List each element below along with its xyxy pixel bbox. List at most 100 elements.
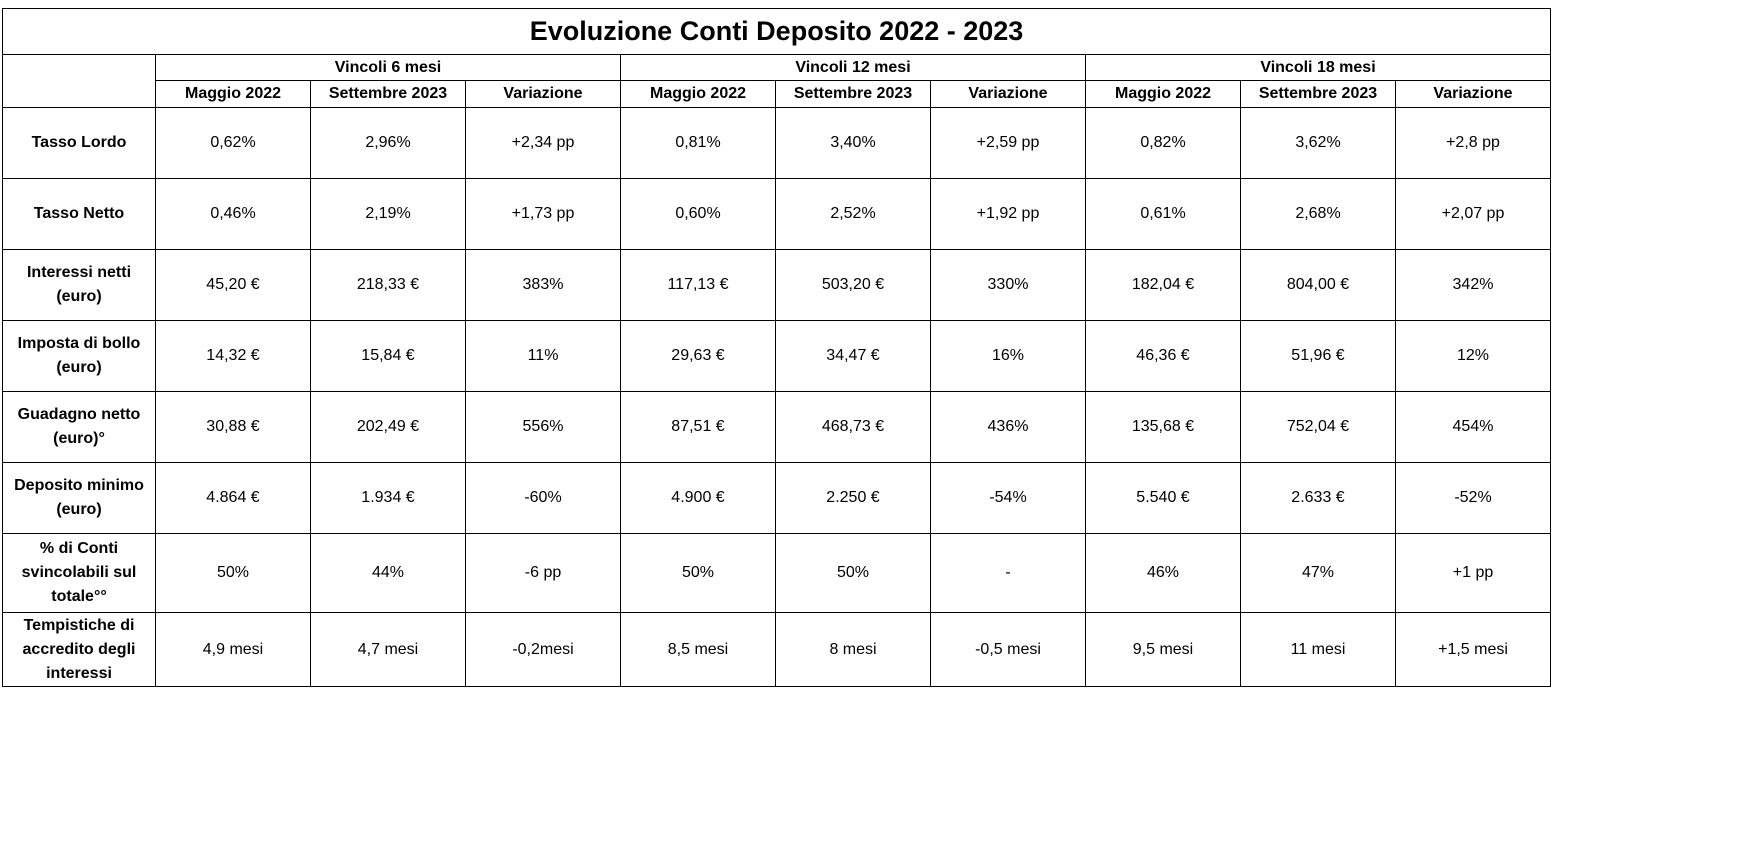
data-cell: -52%: [1395, 462, 1551, 534]
data-cell: 4.864 €: [155, 462, 311, 534]
data-cell: 2,96%: [310, 107, 466, 179]
data-cell: 454%: [1395, 391, 1551, 463]
data-cell: 0,62%: [155, 107, 311, 179]
data-cell: 46,36 €: [1085, 320, 1241, 392]
data-cell: -6 pp: [465, 533, 621, 613]
data-cell: +1,92 pp: [930, 178, 1086, 250]
data-cell: 117,13 €: [620, 249, 776, 321]
data-cell: 3,62%: [1240, 107, 1396, 179]
table-row: % di Conti svincolabili sul totale°° 50%…: [2, 533, 1551, 613]
table-row: Interessi netti (euro) 45,20 € 218,33 € …: [2, 249, 1551, 321]
data-cell: 45,20 €: [155, 249, 311, 321]
data-cell: 29,63 €: [620, 320, 776, 392]
data-cell: 50%: [775, 533, 931, 613]
table-row: Guadagno netto (euro)° 30,88 € 202,49 € …: [2, 391, 1551, 463]
data-cell: 34,47 €: [775, 320, 931, 392]
data-cell: 436%: [930, 391, 1086, 463]
data-cell: 342%: [1395, 249, 1551, 321]
table-row: Deposito minimo (euro) 4.864 € 1.934 € -…: [2, 462, 1551, 534]
row-label: Tempistiche di accredito degli interessi: [2, 612, 156, 687]
data-cell: 11 mesi: [1240, 612, 1396, 687]
data-cell: +2,59 pp: [930, 107, 1086, 179]
column-header-settembre-2023: Settembre 2023: [310, 80, 466, 108]
row-label: % di Conti svincolabili sul totale°°: [2, 533, 156, 613]
data-cell: +2,34 pp: [465, 107, 621, 179]
data-cell: 8 mesi: [775, 612, 931, 687]
data-cell: 2,19%: [310, 178, 466, 250]
data-cell: 0,81%: [620, 107, 776, 179]
data-cell: 804,00 €: [1240, 249, 1396, 321]
data-cell: 30,88 €: [155, 391, 311, 463]
data-cell: 1.934 €: [310, 462, 466, 534]
data-cell: 468,73 €: [775, 391, 931, 463]
data-cell: -0,2mesi: [465, 612, 621, 687]
column-header-settembre-2023: Settembre 2023: [775, 80, 931, 108]
data-cell: 87,51 €: [620, 391, 776, 463]
column-header-variazione: Variazione: [930, 80, 1086, 108]
column-header-variazione: Variazione: [1395, 80, 1551, 108]
data-cell: 51,96 €: [1240, 320, 1396, 392]
data-cell: 3,40%: [775, 107, 931, 179]
data-cell: 4,7 mesi: [310, 612, 466, 687]
data-cell: 50%: [620, 533, 776, 613]
row-label: Tasso Netto: [2, 178, 156, 250]
data-cell: 752,04 €: [1240, 391, 1396, 463]
column-header-maggio-2022: Maggio 2022: [155, 80, 311, 108]
data-cell: 2,68%: [1240, 178, 1396, 250]
data-cell: 135,68 €: [1085, 391, 1241, 463]
row-label: Guadagno netto (euro)°: [2, 391, 156, 463]
data-cell: 202,49 €: [310, 391, 466, 463]
data-cell: 15,84 €: [310, 320, 466, 392]
table-row: Imposta di bollo (euro) 14,32 € 15,84 € …: [2, 320, 1551, 392]
data-cell: +1,73 pp: [465, 178, 621, 250]
data-cell: 503,20 €: [775, 249, 931, 321]
data-cell: 218,33 €: [310, 249, 466, 321]
column-header-settembre-2023: Settembre 2023: [1240, 80, 1396, 108]
data-cell: 330%: [930, 249, 1086, 321]
corner-cell: [2, 54, 156, 108]
data-cell: 5.540 €: [1085, 462, 1241, 534]
data-cell: +1,5 mesi: [1395, 612, 1551, 687]
row-label: Tasso Lordo: [2, 107, 156, 179]
row-label: Interessi netti (euro): [2, 249, 156, 321]
column-header-variazione: Variazione: [465, 80, 621, 108]
data-cell: 9,5 mesi: [1085, 612, 1241, 687]
data-cell: 46%: [1085, 533, 1241, 613]
data-cell: 182,04 €: [1085, 249, 1241, 321]
data-cell: -54%: [930, 462, 1086, 534]
data-cell: 8,5 mesi: [620, 612, 776, 687]
data-cell: 14,32 €: [155, 320, 311, 392]
column-header-maggio-2022: Maggio 2022: [620, 80, 776, 108]
data-cell: +2,07 pp: [1395, 178, 1551, 250]
data-cell: -60%: [465, 462, 621, 534]
column-header-maggio-2022: Maggio 2022: [1085, 80, 1241, 108]
data-cell: +1 pp: [1395, 533, 1551, 613]
data-cell: 0,46%: [155, 178, 311, 250]
group-header-6-mesi: Vincoli 6 mesi: [155, 54, 621, 81]
data-cell: -: [930, 533, 1086, 613]
group-header-18-mesi: Vincoli 18 mesi: [1085, 54, 1551, 81]
page: Evoluzione Conti Deposito 2022 - 2023 Vi…: [2, 8, 1551, 687]
data-cell: 16%: [930, 320, 1086, 392]
data-cell: 11%: [465, 320, 621, 392]
data-cell: 556%: [465, 391, 621, 463]
group-header-12-mesi: Vincoli 12 mesi: [620, 54, 1086, 81]
row-label: Imposta di bollo (euro): [2, 320, 156, 392]
data-cell: 47%: [1240, 533, 1396, 613]
data-cell: 0,60%: [620, 178, 776, 250]
data-cell: 2.250 €: [775, 462, 931, 534]
table-row: Tempistiche di accredito degli interessi…: [2, 612, 1551, 687]
page-title: Evoluzione Conti Deposito 2022 - 2023: [2, 8, 1551, 55]
data-cell: 4,9 mesi: [155, 612, 311, 687]
data-cell: +2,8 pp: [1395, 107, 1551, 179]
data-cell: 2.633 €: [1240, 462, 1396, 534]
data-cell: 383%: [465, 249, 621, 321]
table-row: Tasso Lordo 0,62% 2,96% +2,34 pp 0,81% 3…: [2, 107, 1551, 179]
data-cell: 44%: [310, 533, 466, 613]
data-cell: 4.900 €: [620, 462, 776, 534]
table-row: Tasso Netto 0,46% 2,19% +1,73 pp 0,60% 2…: [2, 178, 1551, 250]
data-cell: 0,61%: [1085, 178, 1241, 250]
data-cell: -0,5 mesi: [930, 612, 1086, 687]
data-cell: 50%: [155, 533, 311, 613]
row-label: Deposito minimo (euro): [2, 462, 156, 534]
